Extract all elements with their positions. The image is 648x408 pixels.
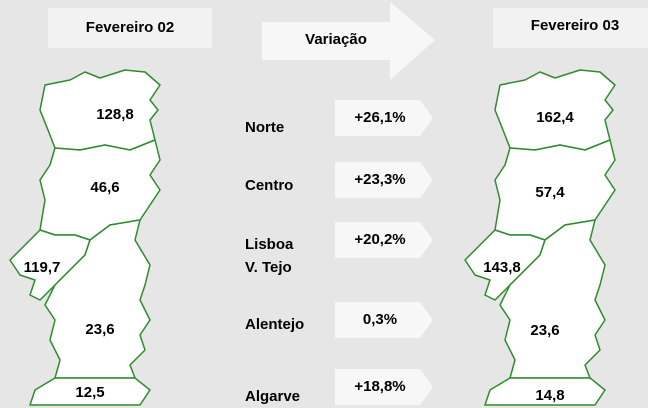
region [9,229,91,301]
region-name: Algarve [245,388,300,405]
region [484,377,606,406]
region [499,219,606,379]
region-value: 23,6 [530,322,559,339]
center-title: Variação [305,31,367,48]
region [44,219,151,379]
left-title: Fevereiro 02 [86,19,174,36]
change: +26,1% [354,109,405,126]
region-name: Alentejo [245,316,304,333]
title-box [48,8,212,48]
change-arrow [335,162,433,198]
title-box [493,8,648,48]
change-arrow [335,369,433,405]
region [464,229,546,301]
map [9,69,161,406]
change: +20,2% [354,231,405,248]
change-arrow [335,302,433,338]
region-name: Lisboa [245,236,294,253]
change-arrow [335,100,433,136]
region-value: 12,5 [75,384,104,401]
region-value: 46,6 [90,179,119,196]
region [29,377,151,406]
region [39,69,161,151]
region-name: Centro [245,177,293,194]
change: +23,3% [354,171,405,188]
change: +18,8% [354,378,405,395]
change-arrow [335,222,433,258]
region-value: 128,8 [96,106,134,123]
region-value: 162,4 [536,109,574,126]
region-value: 57,4 [535,184,565,201]
region [494,69,616,151]
header-arrow [262,2,435,80]
region-value: 119,7 [24,259,61,276]
region-value: 23,6 [85,321,114,338]
change: 0,3% [363,311,397,328]
right-title: Fevereiro 03 [531,17,619,34]
region-name: Norte [245,119,284,136]
region-value: 143,8 [483,259,521,276]
map [464,69,616,406]
region-value: 14,8 [535,387,564,404]
region-name: V. Tejo [245,259,292,276]
